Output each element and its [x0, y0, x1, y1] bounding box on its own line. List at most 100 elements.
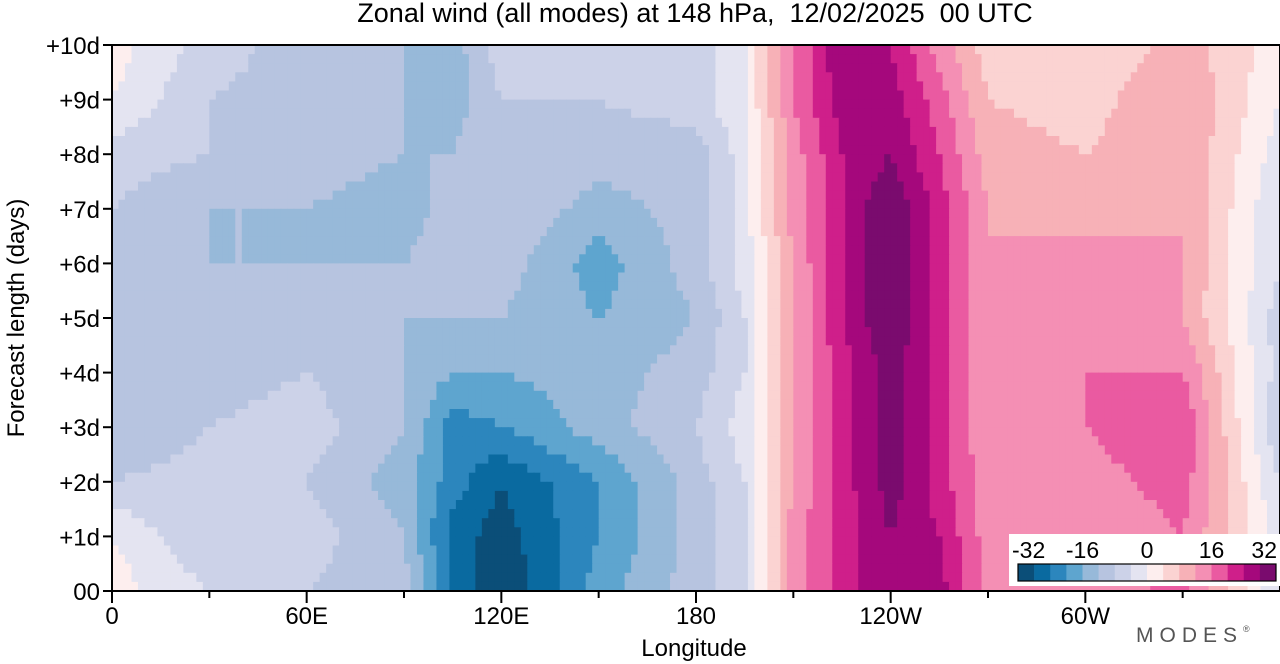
wind-cell	[1026, 263, 1035, 274]
wind-cell	[1052, 81, 1060, 92]
wind-cell	[1195, 236, 1203, 246]
wind-cell	[319, 227, 327, 237]
wind-cell	[520, 190, 528, 201]
wind-cell	[689, 199, 697, 210]
wind-cell	[222, 208, 230, 219]
wind-cell	[404, 181, 412, 192]
wind-cell	[300, 217, 308, 228]
wind-cell	[170, 281, 178, 292]
wind-cell	[832, 45, 840, 55]
wind-cell	[118, 227, 126, 237]
wind-cell	[644, 281, 652, 292]
wind-cell	[696, 208, 704, 219]
wind-cell	[585, 236, 593, 246]
wind-cell	[228, 117, 236, 128]
wind-cell	[481, 217, 489, 228]
wind-cell	[579, 99, 587, 110]
wind-cell	[605, 199, 613, 210]
wind-cell	[747, 172, 755, 183]
wind-cell	[267, 263, 275, 274]
wind-cell	[189, 63, 197, 73]
wind-cell	[624, 254, 632, 264]
wind-cell	[806, 172, 814, 183]
wind-cell	[923, 117, 931, 128]
wind-cell	[605, 290, 613, 301]
wind-cell	[494, 208, 502, 219]
wind-cell	[514, 217, 522, 228]
wind-cell	[319, 281, 327, 292]
wind-cell	[942, 172, 950, 183]
wind-cell	[1111, 272, 1119, 283]
wind-cell	[657, 81, 665, 92]
wind-cell	[1085, 190, 1093, 201]
wind-cell	[1221, 172, 1229, 183]
wind-cell	[624, 108, 632, 119]
wind-cell	[734, 145, 743, 155]
wind-cell	[176, 163, 184, 173]
wind-cell	[845, 145, 853, 155]
wind-cell	[261, 81, 269, 92]
wind-cell	[183, 181, 191, 192]
wind-cell	[1124, 117, 1132, 128]
wind-cell	[988, 108, 996, 119]
wind-cell	[702, 172, 710, 183]
wind-cell	[1130, 108, 1138, 119]
wind-cell	[962, 54, 970, 64]
wind-cell	[280, 72, 288, 82]
wind-cell	[968, 263, 976, 274]
wind-cell	[235, 54, 243, 64]
wind-cell	[650, 208, 658, 219]
wind-cell	[1202, 281, 1210, 292]
wind-cell	[416, 45, 425, 55]
wind-cell	[585, 217, 593, 228]
wind-cell	[1091, 90, 1099, 101]
wind-cell	[949, 272, 957, 283]
wind-cell	[1046, 145, 1054, 155]
wind-cell	[618, 263, 626, 274]
wind-cell	[845, 236, 853, 246]
wind-cell	[1007, 172, 1015, 183]
wind-cell	[170, 263, 178, 274]
wind-cell	[137, 63, 146, 73]
wind-cell	[397, 290, 405, 301]
wind-cell	[721, 263, 730, 274]
wind-cell	[1215, 217, 1223, 228]
wind-cell	[501, 136, 509, 146]
wind-cell	[391, 72, 399, 82]
wind-cell	[501, 254, 509, 264]
wind-cell	[897, 199, 905, 210]
wind-cell	[481, 90, 489, 101]
wind-cell	[793, 263, 801, 274]
wind-cell	[494, 72, 502, 82]
wind-cell	[150, 190, 159, 201]
wind-cell	[962, 199, 970, 210]
wind-cell	[981, 272, 989, 283]
wind-cell	[1039, 245, 1047, 255]
wind-cell	[436, 263, 444, 274]
wind-cell	[858, 117, 866, 128]
wind-cell	[741, 236, 749, 246]
wind-cell	[832, 72, 840, 82]
wind-cell	[975, 254, 983, 264]
wind-cell	[345, 181, 353, 192]
wind-cell	[1111, 90, 1119, 101]
wind-cell	[170, 154, 178, 164]
wind-cell	[1091, 145, 1099, 155]
wind-cell	[261, 263, 269, 274]
wind-cell	[222, 254, 230, 264]
wind-cell	[910, 145, 918, 155]
wind-cell	[1033, 108, 1041, 119]
wind-cell	[455, 54, 463, 64]
wind-cell	[1124, 90, 1132, 101]
wind-cell	[488, 181, 496, 192]
wind-cell	[968, 190, 976, 201]
wind-cell	[449, 45, 457, 55]
wind-cell	[410, 63, 418, 73]
wind-cell	[897, 254, 905, 264]
wind-cell	[436, 254, 444, 264]
wind-cell	[793, 145, 801, 155]
wind-cell	[1026, 272, 1035, 283]
wind-cell	[1046, 272, 1054, 283]
wind-cell	[1176, 254, 1184, 264]
wind-cell	[241, 54, 249, 64]
